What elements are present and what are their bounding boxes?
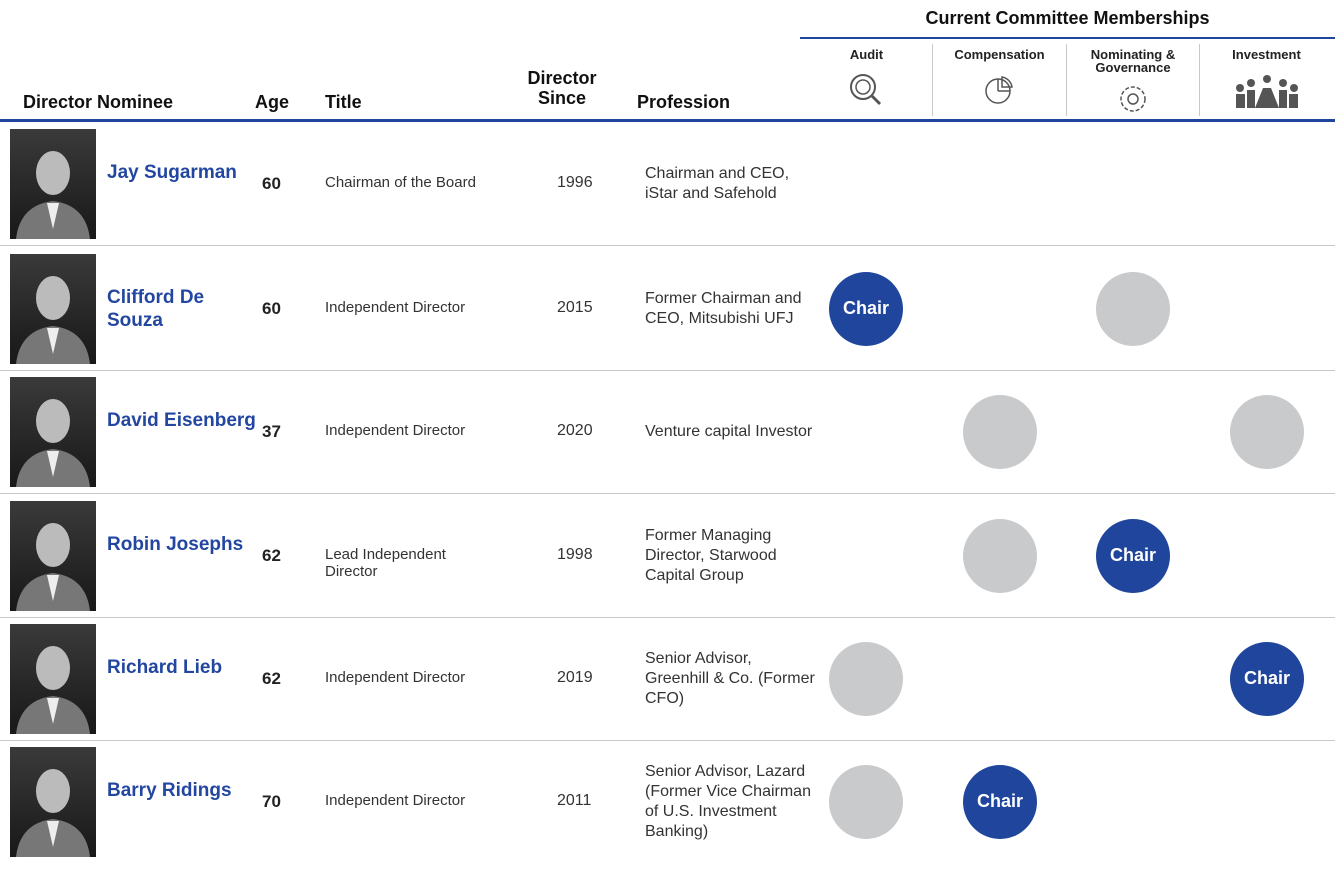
photo <box>10 129 96 239</box>
title: Independent Director <box>325 421 466 439</box>
photo <box>10 501 96 611</box>
column-divider <box>1199 44 1200 116</box>
chair-badge: Chair <box>1096 518 1170 593</box>
director-name: Robin Josephs <box>107 533 244 555</box>
portrait <box>16 646 90 734</box>
column-header: Director Nominee <box>23 92 174 112</box>
profession: Venture capital Investor <box>645 422 813 440</box>
row-separator <box>0 740 1335 741</box>
committee-header: Nominating & Governance <box>1090 47 1176 75</box>
director-name: Richard Lieb <box>107 656 223 678</box>
member-dot <box>963 394 1037 469</box>
profession: Former Chairman and CEO, Mitsubishi UFJ <box>645 289 802 327</box>
age: 60 <box>262 298 281 318</box>
column-divider <box>1066 44 1067 116</box>
header-rule <box>0 119 1335 122</box>
director-name: David Eisenberg <box>107 409 256 431</box>
title: Chairman of the Board <box>325 173 476 191</box>
title: Independent Director <box>325 298 466 316</box>
director-since: 2011 <box>557 791 592 809</box>
director-since: 2015 <box>557 298 593 316</box>
age: 60 <box>262 173 281 193</box>
portrait <box>16 151 90 239</box>
column-divider <box>932 44 933 116</box>
compensation-icon <box>985 76 1013 104</box>
member-dot <box>1230 394 1304 469</box>
audit-icon <box>850 74 882 106</box>
profession: Senior Advisor, Lazard (Former Vice Chai… <box>645 762 811 840</box>
profession: Senior Advisor, Greenhill & Co. (Former … <box>645 649 815 707</box>
row-separator <box>0 245 1335 246</box>
column-header: Age <box>255 92 290 112</box>
age: 37 <box>262 421 281 441</box>
row-separator <box>0 493 1335 494</box>
group-title: Current Committee Memberships <box>925 8 1210 28</box>
row-separator <box>0 370 1335 371</box>
committee-header: Compensation <box>954 47 1045 62</box>
age: 62 <box>262 545 281 565</box>
director-since: 1996 <box>557 173 593 191</box>
chair-badge: Chair <box>829 271 903 346</box>
photo <box>10 747 96 857</box>
investment-icon <box>1236 75 1298 108</box>
director-name: Clifford De Souza <box>107 286 205 331</box>
photo <box>10 624 96 734</box>
member-dot <box>829 641 903 716</box>
director-name: Barry Ridings <box>107 779 232 801</box>
photo <box>10 254 96 364</box>
column-header: Profession <box>637 92 731 112</box>
member-dot <box>1096 271 1170 346</box>
committee-header: Audit <box>849 47 884 62</box>
portrait <box>16 399 90 487</box>
director-since: 2020 <box>557 421 593 439</box>
director-since: 2019 <box>557 668 593 686</box>
portrait <box>16 769 90 857</box>
profession: Former Managing Director, Starwood Capit… <box>645 526 777 584</box>
row-separator <box>0 617 1335 618</box>
governance-icon <box>1120 86 1146 112</box>
portrait <box>16 276 90 364</box>
member-dot <box>963 518 1037 593</box>
age: 62 <box>262 668 281 688</box>
chair-badge: Chair <box>1230 641 1304 716</box>
group-rule <box>800 37 1335 39</box>
director-since: 1998 <box>557 545 593 563</box>
portrait <box>16 523 90 611</box>
photo <box>10 377 96 487</box>
director-name: Jay Sugarman <box>107 161 237 183</box>
column-header: Director Since <box>527 68 597 108</box>
age: 70 <box>262 791 281 811</box>
title: Independent Director <box>325 668 466 686</box>
committee-header: Investment <box>1232 47 1301 62</box>
title: Lead Independent Director <box>325 545 446 580</box>
title: Independent Director <box>325 791 466 809</box>
column-header: Title <box>325 92 362 112</box>
chair-badge: Chair <box>963 764 1037 839</box>
member-dot <box>829 764 903 839</box>
profession: Chairman and CEO, iStar and Safehold <box>645 164 790 202</box>
